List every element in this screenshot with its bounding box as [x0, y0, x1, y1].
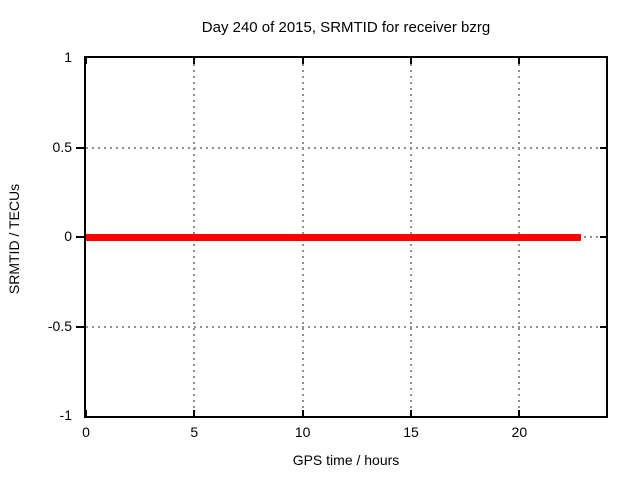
x-tick-label: 0 [82, 424, 90, 440]
x-tick-label: 10 [294, 424, 311, 440]
x-tick-mark [410, 410, 412, 416]
y-tick-mark [76, 146, 84, 149]
gridline-horizontal [86, 146, 606, 149]
x-tick-mark-mirror [410, 58, 412, 64]
y-tick-mark [76, 325, 84, 328]
x-tick-mark [85, 410, 87, 416]
x-tick-label: 15 [403, 424, 419, 440]
x-axis-label: GPS time / hours [292, 452, 400, 468]
x-tick-label: 5 [190, 424, 199, 440]
y-tick-label: 0 [64, 228, 72, 244]
x-tick-label: 20 [511, 424, 528, 440]
y-tick-label: -0.5 [47, 317, 72, 334]
x-tick-mark-mirror [193, 58, 196, 64]
x-tick-mark-mirror [301, 58, 304, 64]
x-tick-mark [301, 410, 304, 416]
y-tick-mark-mirror [600, 146, 606, 149]
x-tick-mark [193, 410, 196, 416]
x-tick-mark [518, 410, 521, 416]
plot-canvas: 0 5 10 15 20 1 0.5 0 -0.5 -1 [48, 49, 606, 440]
x-tick-mark-mirror [85, 58, 87, 64]
y-tick-mark [76, 236, 84, 238]
gridline-horizontal [86, 325, 606, 328]
plot-area: 0 5 10 15 20 1 0.5 0 -0.5 -1 [48, 49, 608, 440]
chart-title: Day 240 of 2015, SRMTID for receiver bzr… [201, 19, 491, 36]
y-tick-mark-mirror [600, 236, 606, 238]
y-tick-label: 1 [64, 49, 72, 65]
y-tick-label: -1 [59, 407, 72, 423]
y-tick-label: 0.5 [52, 138, 72, 155]
data-line-srmtid-zero-line [86, 233, 582, 241]
y-tick-mark-mirror [600, 325, 606, 328]
x-tick-mark-mirror [518, 58, 521, 64]
